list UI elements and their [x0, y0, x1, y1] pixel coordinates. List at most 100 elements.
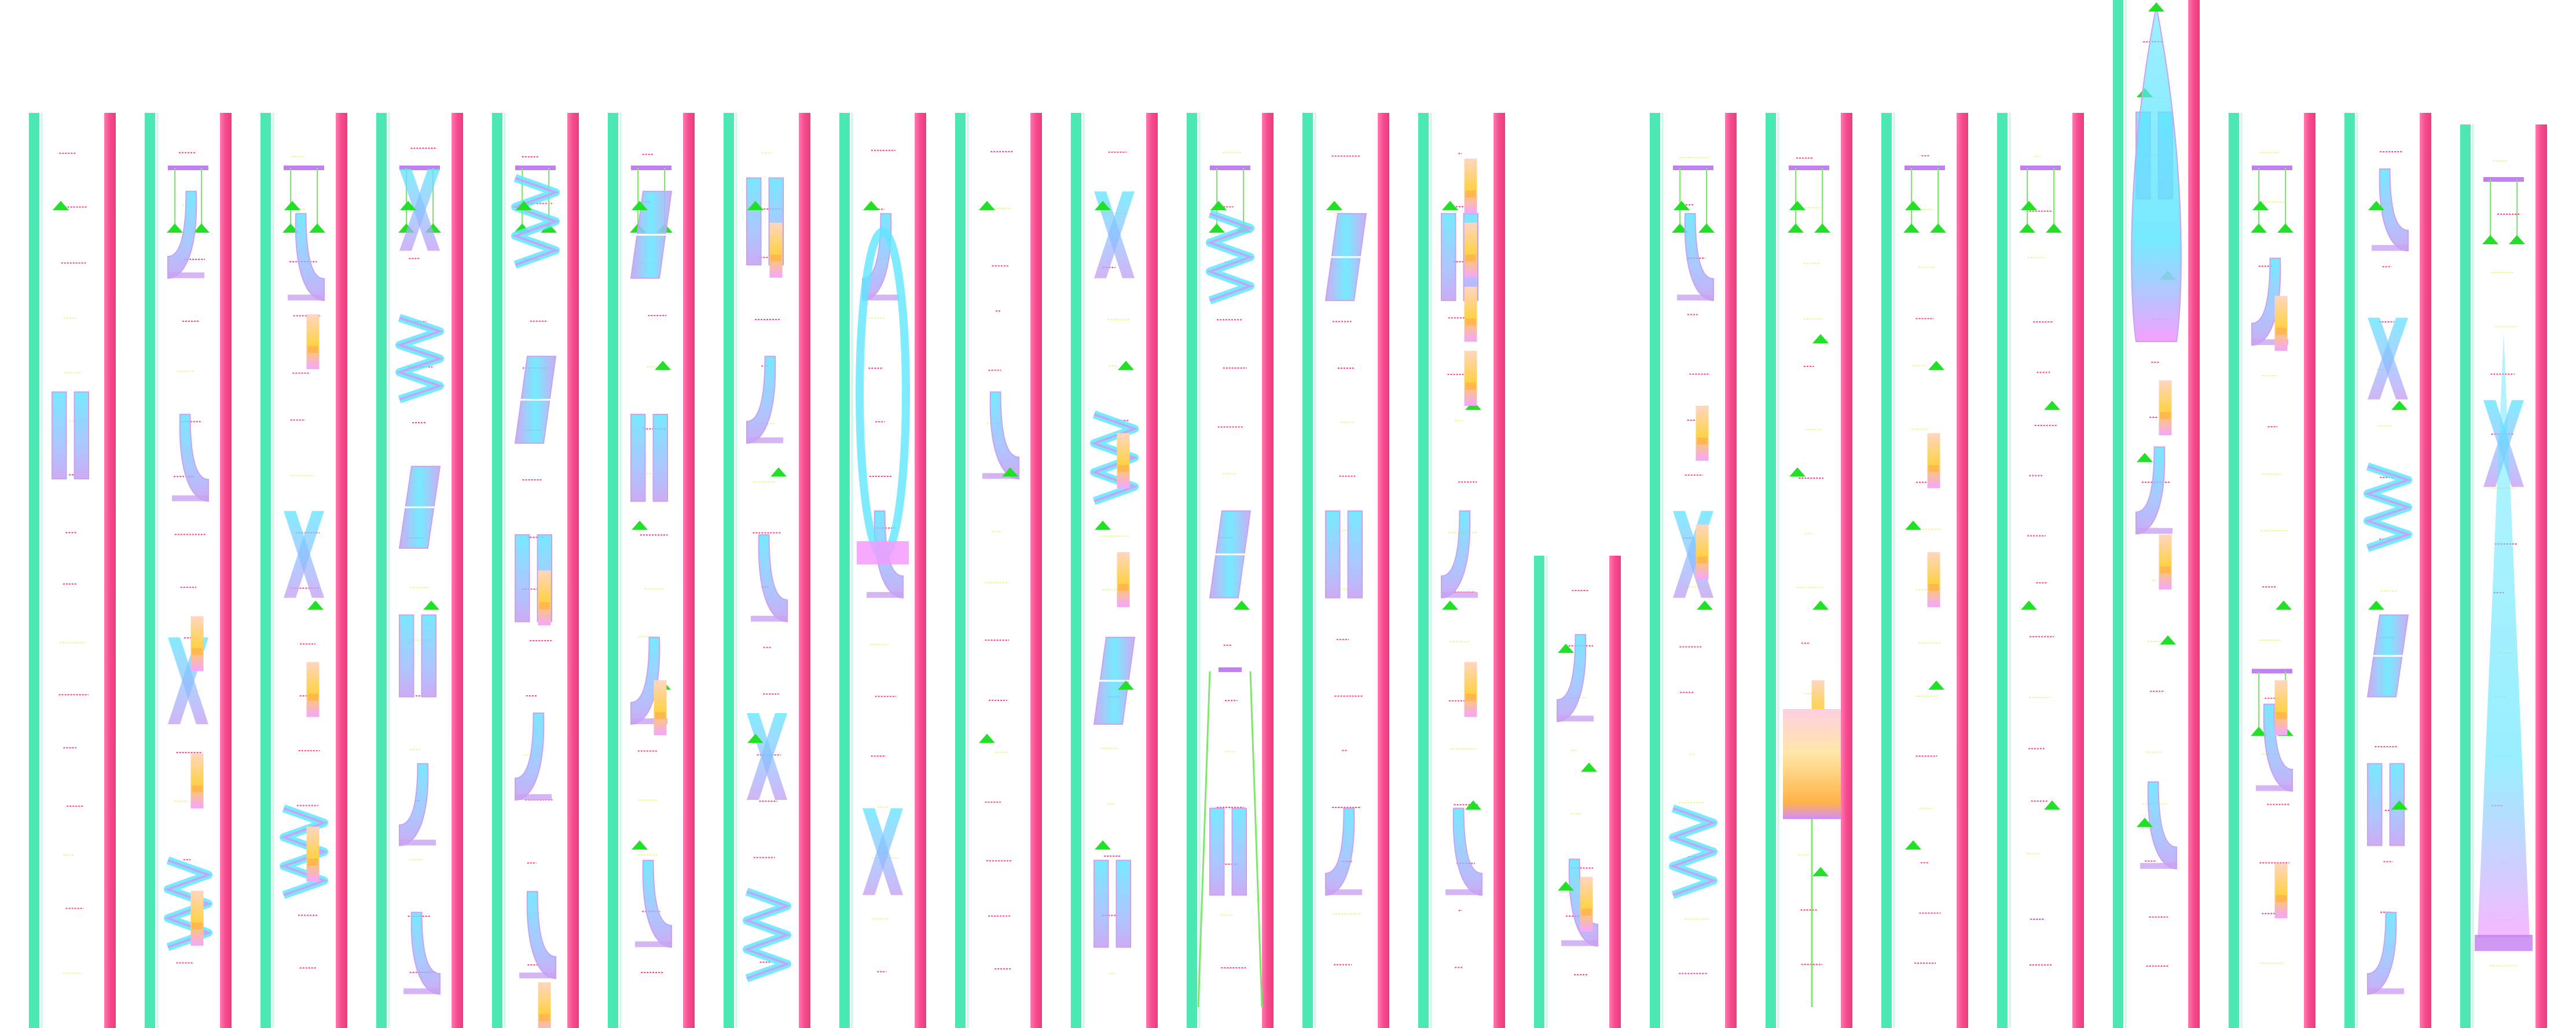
lane-left-rail [1997, 113, 2008, 1028]
flow-cross-b [399, 169, 440, 251]
status-block [654, 680, 667, 736]
lane-left-rail [839, 113, 850, 1028]
lane-right-rail [336, 113, 347, 1028]
node-arrow-icon [1812, 867, 1829, 876]
large-status-block [1783, 709, 1841, 819]
flow-zigzag-edge [1669, 807, 1717, 897]
node-arrow-icon [2137, 817, 2153, 827]
flow-curve [758, 534, 788, 622]
node-arrow-icon [1210, 201, 1227, 210]
flow-base-bar [515, 794, 552, 801]
status-block [769, 222, 783, 278]
node-arrow-icon [309, 223, 325, 233]
flow-base-bar [403, 988, 440, 994]
lane-inner-shadow [388, 113, 390, 1028]
flow-cross-b [284, 511, 324, 598]
flow-curve [1325, 807, 1355, 896]
status-block [1464, 287, 1477, 342]
lane-inner-shadow [967, 113, 969, 1028]
node-arrow-icon [632, 201, 648, 210]
flow-segment [1093, 860, 1109, 948]
status-block-band [1465, 693, 1476, 701]
status-block-band [307, 693, 318, 701]
node-arrow-icon [863, 201, 879, 210]
lane-right-rail [104, 113, 116, 1028]
status-block [1696, 524, 1709, 580]
lane-3 [260, 113, 347, 1028]
node-arrow-icon [400, 201, 416, 210]
status-block-band [2160, 566, 2171, 574]
node-arrow-icon [632, 520, 648, 530]
lane-right-rail [220, 113, 232, 1028]
lane-inner-shadow [851, 113, 853, 1028]
lane-inner-shadow [1546, 556, 1548, 1028]
lane-right-rail [567, 113, 579, 1028]
flow-curve [167, 190, 197, 279]
node-arrow-icon [1697, 600, 1713, 610]
status-block-band [1465, 383, 1476, 390]
tall-funnel-flow [2478, 333, 2530, 938]
flow-segment [746, 177, 762, 266]
flow-segment [74, 391, 89, 480]
lane-inner-shadow [1661, 113, 1664, 1028]
flow-base-bar [2140, 862, 2177, 869]
flow-base-bar [519, 972, 556, 979]
lane-left-rail [724, 113, 734, 1028]
status-block [1464, 159, 1477, 214]
lane-inner-shadow [619, 113, 622, 1028]
node-arrow-icon [979, 201, 995, 210]
lane-left-rail [145, 113, 155, 1028]
node-arrow-icon [1209, 223, 1225, 233]
flow-segment [1325, 510, 1341, 599]
flow-base-bar [399, 839, 436, 846]
flow-segment [652, 413, 668, 502]
node-arrow-icon [1095, 201, 1111, 210]
lane-left-rail [1881, 113, 1892, 1028]
flow-zigzag-edge [164, 859, 212, 949]
node-arrow-icon [1928, 361, 1944, 370]
node-arrow-icon [1442, 600, 1458, 610]
lane-inner-shadow [504, 113, 506, 1028]
node-arrow-icon [747, 201, 764, 210]
lane-18 [1997, 113, 2084, 1028]
status-block [1464, 662, 1477, 717]
lane-16 [1766, 113, 1852, 1028]
flow-base-bar [982, 473, 1019, 479]
flow-segment [1441, 213, 1456, 302]
node-arrow-icon [747, 733, 764, 743]
flow-segment [421, 614, 436, 697]
status-block-band [655, 712, 666, 719]
node-arrow-icon [2391, 401, 2408, 410]
lane-21 [2344, 113, 2431, 1028]
flow-zigzag-edge [280, 807, 328, 897]
node-arrow-icon [2044, 800, 2060, 810]
status-block [190, 616, 204, 671]
lane-inner-shadow [1777, 113, 1779, 1028]
node-arrow-icon [1814, 223, 1830, 233]
lane-left-rail [492, 113, 502, 1028]
lane-inner-shadow [1430, 113, 1432, 1028]
flow-base-bar [1677, 295, 1713, 301]
lane-right-rail [1030, 113, 1042, 1028]
status-block-band [1465, 190, 1476, 198]
flow-curve [515, 713, 545, 801]
lane-inner-shadow [1314, 113, 1316, 1028]
node-arrow-icon [2391, 800, 2408, 810]
node-arrow-icon [1095, 520, 1111, 530]
flow-curve [410, 912, 441, 995]
lane-left-rail [2113, 0, 2123, 1028]
status-block-band [2276, 328, 2287, 335]
flow-segment [1209, 807, 1225, 896]
lane-right-rail [2535, 124, 2547, 1028]
lane-left-rail [2460, 124, 2471, 1028]
status-block [2159, 380, 2172, 436]
flow-cross-b [863, 808, 903, 895]
lane-left-rail [1418, 113, 1429, 1028]
flow-base-bar [288, 295, 324, 301]
node-arrow-icon [282, 223, 299, 233]
flow-cross-b [747, 713, 787, 801]
lane-right-rail [452, 113, 463, 1028]
node-arrow-icon [1326, 201, 1342, 210]
